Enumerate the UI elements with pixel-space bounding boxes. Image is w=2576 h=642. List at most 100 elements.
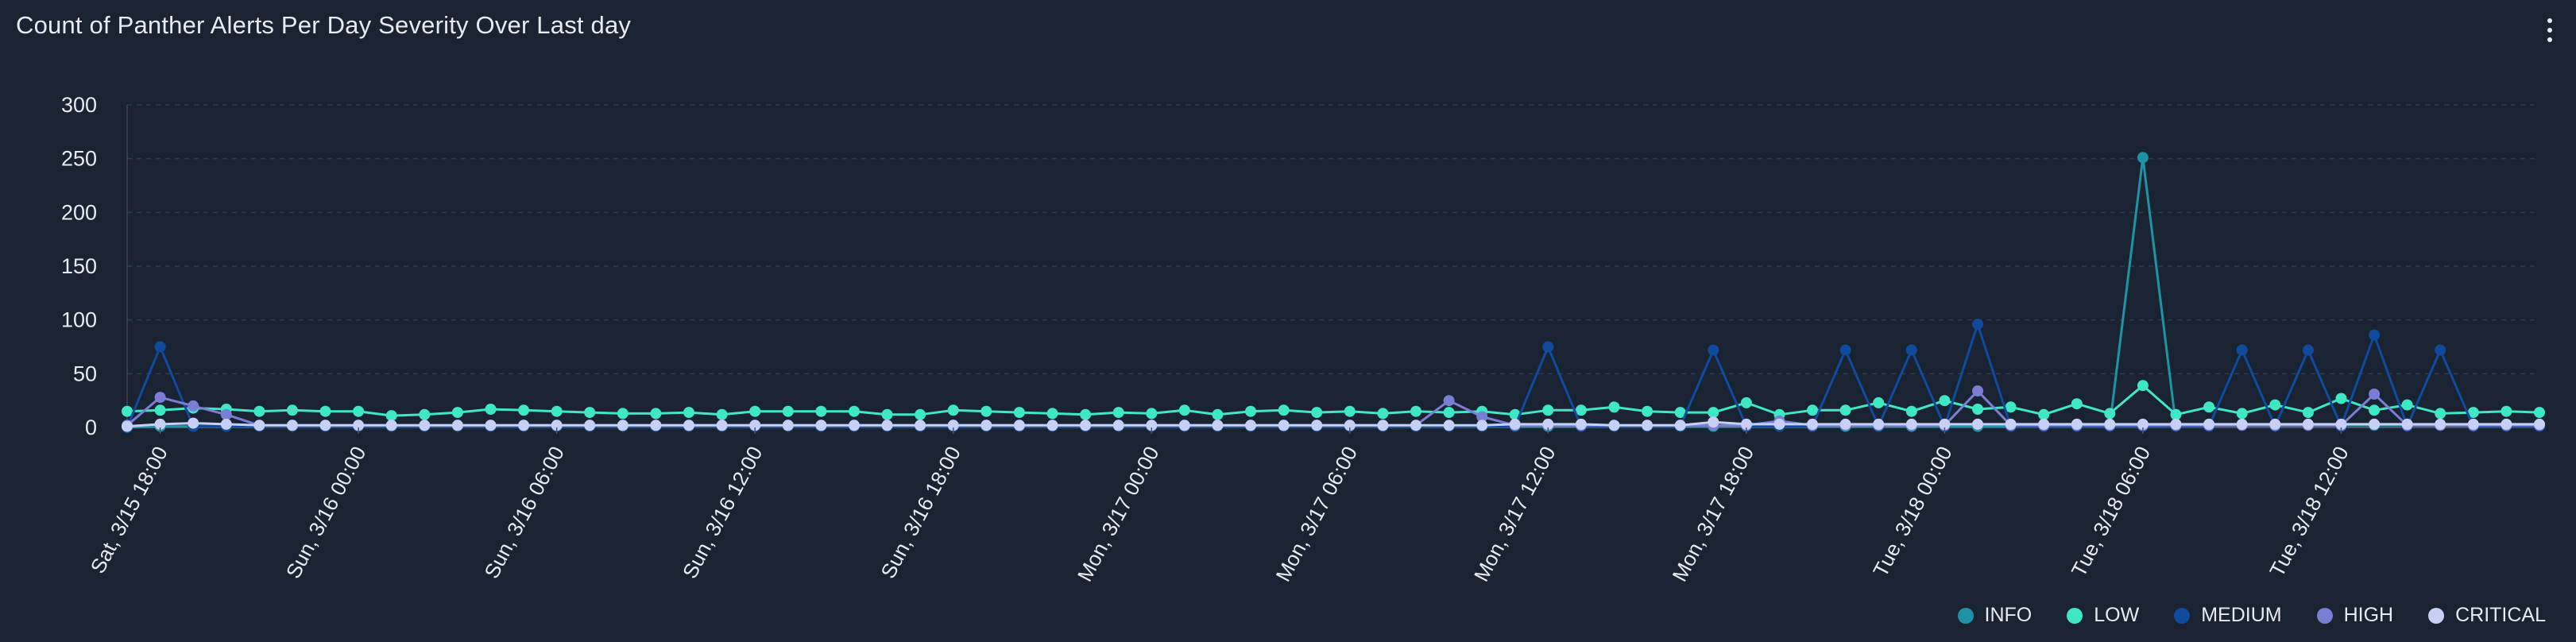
data-point-low[interactable] — [2534, 407, 2545, 419]
data-point-medium[interactable] — [1839, 344, 1851, 356]
data-point-low[interactable] — [815, 405, 827, 417]
data-point-critical[interactable] — [1410, 420, 1421, 431]
data-point-critical[interactable] — [188, 417, 199, 429]
data-point-low[interactable] — [122, 405, 133, 417]
data-point-critical[interactable] — [1839, 418, 1851, 430]
data-point-critical[interactable] — [1608, 420, 1620, 431]
data-point-critical[interactable] — [1245, 420, 1256, 431]
data-point-low[interactable] — [881, 408, 893, 420]
data-point-low[interactable] — [1146, 408, 1158, 420]
data-point-critical[interactable] — [683, 420, 694, 431]
data-point-low[interactable] — [1013, 407, 1025, 419]
data-point-low[interactable] — [2104, 408, 2116, 420]
data-point-low[interactable] — [2071, 398, 2083, 410]
data-point-critical[interactable] — [1905, 418, 1917, 430]
data-point-critical[interactable] — [782, 420, 794, 431]
data-point-critical[interactable] — [584, 420, 596, 431]
data-point-medium[interactable] — [2369, 329, 2381, 341]
data-point-critical[interactable] — [617, 420, 629, 431]
data-point-critical[interactable] — [981, 420, 992, 431]
data-point-high[interactable] — [1972, 385, 1983, 396]
data-point-critical[interactable] — [451, 420, 463, 431]
data-point-low[interactable] — [1377, 408, 1389, 420]
data-point-medium[interactable] — [2302, 344, 2314, 356]
data-point-medium[interactable] — [1972, 319, 1983, 331]
data-point-low[interactable] — [1972, 404, 1983, 415]
data-point-critical[interactable] — [1773, 418, 1785, 430]
data-point-critical[interactable] — [2302, 418, 2314, 430]
data-point-low[interactable] — [419, 408, 431, 420]
data-point-critical[interactable] — [749, 420, 761, 431]
data-point-critical[interactable] — [1873, 418, 1885, 430]
data-point-low[interactable] — [1939, 395, 1951, 407]
data-point-low[interactable] — [319, 405, 331, 417]
data-point-critical[interactable] — [286, 420, 298, 431]
data-point-low[interactable] — [617, 408, 629, 420]
data-point-low[interactable] — [1575, 404, 1587, 416]
data-point-low[interactable] — [385, 410, 397, 422]
data-point-critical[interactable] — [1708, 416, 1719, 428]
data-point-critical[interactable] — [1972, 418, 1983, 430]
data-point-low[interactable] — [253, 405, 265, 417]
data-point-low[interactable] — [154, 404, 166, 416]
data-point-low[interactable] — [2269, 399, 2281, 411]
data-point-low[interactable] — [1080, 408, 1092, 420]
data-point-critical[interactable] — [716, 420, 728, 431]
data-point-critical[interactable] — [2534, 418, 2545, 430]
data-point-critical[interactable] — [253, 420, 265, 431]
data-point-critical[interactable] — [2435, 418, 2446, 430]
data-point-critical[interactable] — [518, 420, 530, 431]
data-point-low[interactable] — [584, 407, 596, 419]
data-point-low[interactable] — [1873, 396, 1885, 408]
data-point-critical[interactable] — [1476, 420, 1488, 431]
data-point-critical[interactable] — [1509, 418, 1521, 430]
data-point-high[interactable] — [1476, 411, 1488, 423]
data-point-critical[interactable] — [1939, 418, 1951, 430]
data-point-critical[interactable] — [1112, 420, 1124, 431]
data-point-low[interactable] — [1608, 401, 1620, 413]
data-point-critical[interactable] — [1740, 418, 1752, 430]
data-point-critical[interactable] — [154, 418, 166, 430]
data-point-low[interactable] — [1278, 404, 1290, 416]
data-point-low[interactable] — [1740, 396, 1752, 408]
data-point-critical[interactable] — [1443, 420, 1455, 431]
data-point-critical[interactable] — [319, 420, 331, 431]
data-point-medium[interactable] — [2236, 344, 2248, 356]
data-point-low[interactable] — [1839, 404, 1851, 416]
legend-item-low[interactable]: LOW — [2067, 604, 2139, 627]
data-point-low[interactable] — [782, 405, 794, 417]
data-point-low[interactable] — [353, 405, 365, 417]
data-point-critical[interactable] — [2335, 418, 2347, 430]
data-point-high[interactable] — [220, 408, 232, 420]
data-point-critical[interactable] — [2137, 418, 2149, 430]
data-point-critical[interactable] — [1080, 420, 1092, 431]
data-point-high[interactable] — [1443, 395, 1455, 407]
data-point-critical[interactable] — [1212, 420, 1224, 431]
data-point-low[interactable] — [1212, 408, 1224, 420]
data-point-low[interactable] — [518, 404, 530, 416]
data-point-low[interactable] — [2302, 407, 2314, 419]
data-point-critical[interactable] — [2104, 418, 2116, 430]
data-point-medium[interactable] — [1708, 344, 1719, 356]
kebab-menu-icon[interactable] — [2538, 11, 2562, 49]
data-point-critical[interactable] — [1542, 418, 1554, 430]
data-point-low[interactable] — [1708, 407, 1719, 419]
data-point-critical[interactable] — [385, 420, 397, 431]
data-point-critical[interactable] — [2203, 418, 2215, 430]
data-point-low[interactable] — [1807, 404, 1818, 416]
data-point-critical[interactable] — [815, 420, 827, 431]
legend-item-high[interactable]: HIGH — [2316, 604, 2393, 627]
data-point-critical[interactable] — [2269, 418, 2281, 430]
data-point-low[interactable] — [915, 408, 926, 420]
data-point-critical[interactable] — [1575, 418, 1587, 430]
data-point-critical[interactable] — [2170, 418, 2182, 430]
data-point-low[interactable] — [1245, 405, 1256, 417]
data-point-low[interactable] — [551, 405, 563, 417]
data-point-low[interactable] — [2236, 408, 2248, 420]
data-point-low[interactable] — [1112, 407, 1124, 419]
data-point-low[interactable] — [749, 405, 761, 417]
data-point-critical[interactable] — [2501, 418, 2512, 430]
data-point-medium[interactable] — [154, 341, 166, 353]
data-point-critical[interactable] — [122, 420, 133, 432]
data-point-low[interactable] — [286, 404, 298, 416]
